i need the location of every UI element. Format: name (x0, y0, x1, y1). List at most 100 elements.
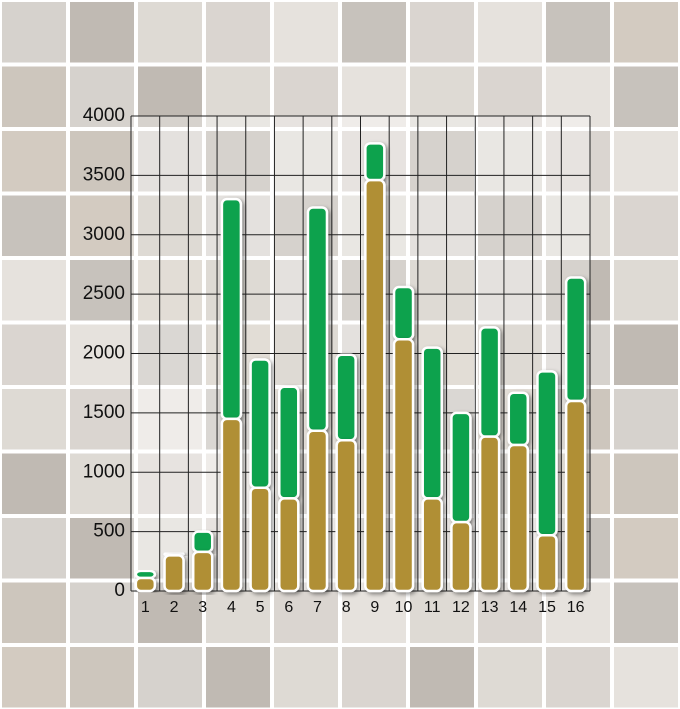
photo-tile (138, 260, 202, 321)
photo-tile (2, 260, 66, 321)
x-tick-label: 4 (227, 599, 236, 616)
x-tick-label: 5 (256, 599, 265, 616)
photo-tile (206, 647, 270, 708)
x-tick-label: 1 (141, 599, 150, 616)
photo-tile (410, 195, 474, 256)
bar-segment (478, 326, 501, 438)
y-tick-label: 3000 (83, 224, 125, 245)
bar-segment (163, 554, 185, 593)
photo-tile (274, 647, 338, 708)
photo-tile (274, 582, 338, 643)
photo-tile (274, 131, 338, 192)
photo-tile (410, 260, 474, 321)
photo-tile (70, 260, 134, 321)
photo-tile (70, 66, 134, 127)
photo-tile (2, 582, 66, 643)
photo-tile (546, 2, 610, 63)
photo-tile (2, 453, 66, 514)
x-tick-label: 2 (170, 599, 179, 616)
bar-segment (536, 370, 558, 537)
bar-segment (392, 338, 415, 593)
bar-segment (220, 197, 243, 421)
bar-segment (134, 576, 157, 593)
photo-tile (70, 518, 134, 579)
y-tick-label: 1500 (83, 402, 125, 423)
x-tick-label: 3 (198, 599, 207, 616)
photo-tile (342, 582, 406, 643)
bar-segment (450, 520, 472, 593)
x-tick-label: 16 (567, 599, 585, 616)
photo-tile (2, 324, 66, 385)
x-tick-label: 8 (342, 599, 351, 616)
photo-tile (478, 131, 542, 192)
photo-tile (614, 453, 678, 514)
photo-tile (614, 260, 678, 321)
x-tick-label: 14 (509, 599, 527, 616)
x-tick-label: 13 (481, 599, 499, 616)
bar-segment (564, 276, 587, 403)
photo-tile (206, 2, 270, 63)
photo-tile (2, 518, 66, 579)
bar-segment (220, 417, 243, 593)
photo-tile (138, 66, 202, 127)
x-tick-label: 12 (452, 599, 470, 616)
x-tick-label: 7 (313, 599, 322, 616)
y-tick-label: 500 (93, 521, 125, 542)
photo-tile (478, 260, 542, 321)
photo-tile (614, 582, 678, 643)
photo-tile (138, 647, 202, 708)
photo-tile (478, 582, 542, 643)
photo-tile (342, 66, 406, 127)
bar-segment (335, 438, 357, 593)
photo-tile (138, 453, 202, 514)
photo-tile (410, 582, 474, 643)
photo-tile (138, 324, 202, 385)
photo-tile (410, 131, 474, 192)
photo-tile (614, 131, 678, 192)
bar-segment (278, 497, 300, 593)
bar-segment (536, 533, 558, 593)
bar-segment (507, 443, 530, 593)
photo-tile (2, 131, 66, 192)
bar-segment (249, 486, 271, 593)
bar-segment (306, 206, 329, 432)
x-tick-label: 15 (538, 599, 556, 616)
photo-tile (2, 2, 66, 63)
photo-tile (546, 131, 610, 192)
photo-tile (2, 389, 66, 450)
x-tick-label: 9 (370, 599, 379, 616)
photo-tile (70, 389, 134, 450)
photo-tile (614, 195, 678, 256)
photo-tile (70, 131, 134, 192)
y-tick-label: 4000 (83, 105, 125, 126)
photo-tile (2, 647, 66, 708)
photo-tile (138, 582, 202, 643)
photo-tile (410, 647, 474, 708)
photo-tile (70, 324, 134, 385)
photo-tile (478, 66, 542, 127)
y-tick-label: 2000 (83, 343, 125, 364)
photo-tile (614, 389, 678, 450)
y-tick-label: 3500 (83, 164, 125, 185)
photo-tile (478, 195, 542, 256)
photo-tile (546, 195, 610, 256)
bar-segment (364, 178, 386, 593)
bar-segment (249, 358, 271, 489)
x-tick-label: 6 (284, 599, 293, 616)
bar-segment (421, 346, 443, 500)
x-tick-label: 11 (424, 599, 441, 616)
bar-segment (392, 285, 415, 341)
photo-tile (546, 582, 610, 643)
photo-tile (614, 324, 678, 385)
bar-segment (564, 399, 587, 593)
bar-segment (278, 385, 300, 500)
photo-tile (546, 647, 610, 708)
photo-tile (138, 389, 202, 450)
photo-tile (342, 647, 406, 708)
y-tick-label: 0 (114, 580, 125, 601)
y-tick-label: 1000 (83, 461, 125, 482)
photo-tile (138, 2, 202, 63)
photo-tile (70, 647, 134, 708)
bar-segment (507, 391, 530, 447)
